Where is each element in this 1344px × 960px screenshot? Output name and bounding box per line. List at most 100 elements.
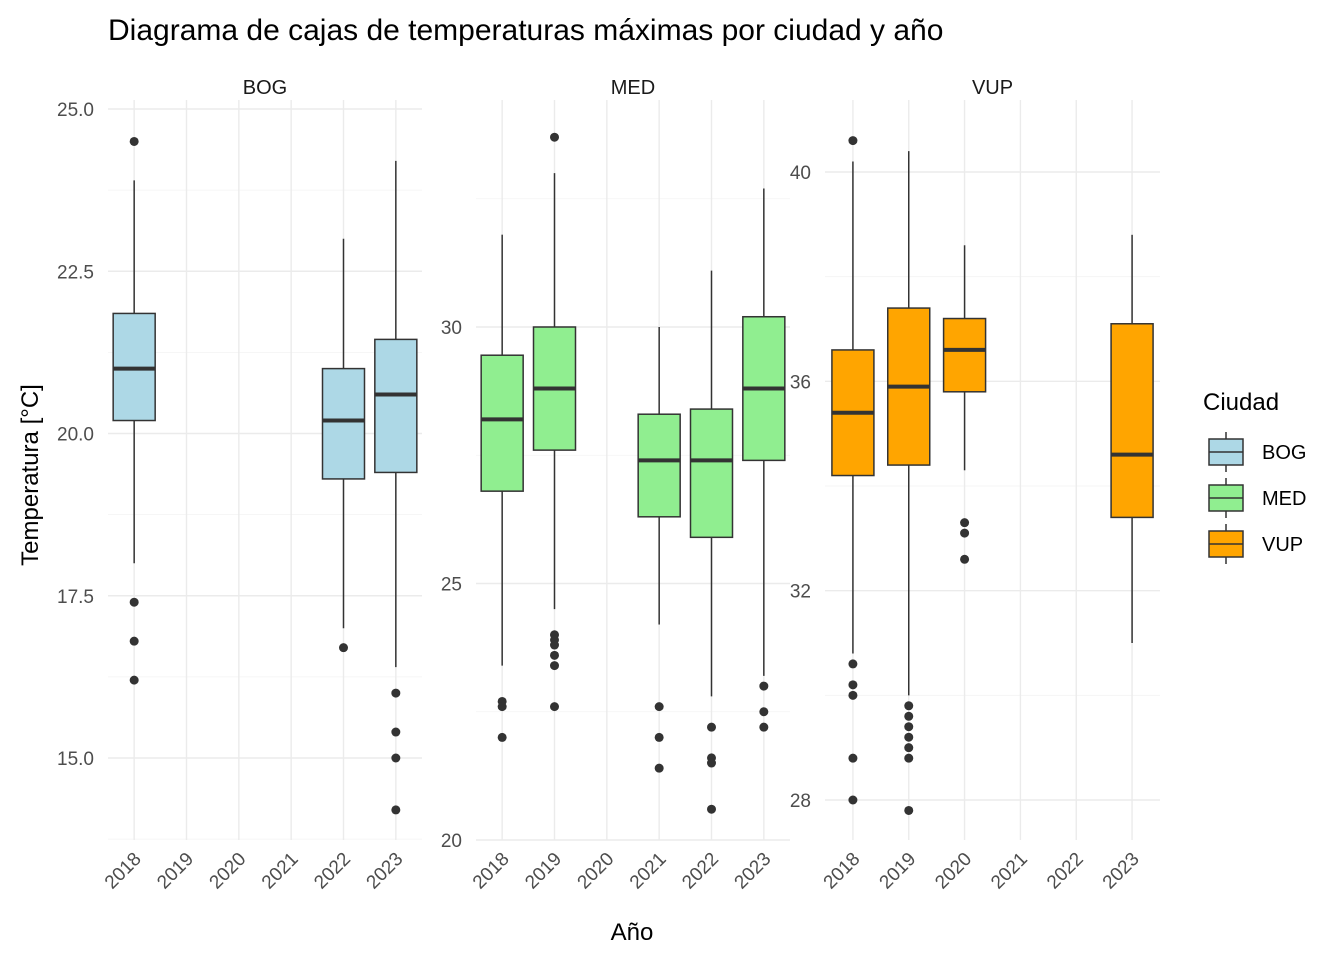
box-bog-2022 [321, 238, 366, 653]
iqr-box [689, 408, 734, 539]
x-tick-label: 2022 [1043, 849, 1088, 894]
outlier-point [904, 701, 914, 711]
outlier-point [848, 795, 858, 805]
x-tick-label: 2021 [626, 849, 671, 894]
outlier-point [904, 743, 914, 753]
legend-label: MED [1262, 488, 1306, 510]
y-tick-label: 28 [790, 791, 811, 812]
box-vup-2020 [942, 245, 987, 564]
box-vup-2018 [831, 136, 875, 805]
outlier-point [550, 650, 559, 660]
box-bog-2018 [112, 136, 156, 685]
legend-item-bog: BOG [1208, 432, 1306, 472]
x-tick-label: 2018 [469, 849, 514, 894]
iqr-box [637, 413, 681, 518]
y-tick-label: 40 [790, 163, 811, 184]
outlier-point [550, 661, 559, 671]
outlier-point [339, 643, 348, 653]
outlier-point [960, 528, 970, 538]
outlier-point [848, 680, 858, 690]
outlier-point [707, 758, 716, 768]
y-tick-label: 20.0 [57, 425, 94, 446]
outlier-point [960, 518, 970, 528]
box-med-2019 [532, 132, 577, 712]
outlier-point [904, 732, 914, 742]
x-tick-label: 2023 [363, 849, 408, 894]
outlier-point [654, 732, 664, 742]
outlier-point [904, 753, 914, 763]
outlier-point [848, 659, 858, 669]
box-vup-2023 [1110, 234, 1154, 643]
x-tick-label: 2018 [820, 849, 865, 894]
y-tick-label: 22.5 [57, 262, 94, 283]
outlier-point [129, 636, 139, 646]
x-tick-label: 2019 [521, 849, 566, 894]
x-tick-label: 2018 [101, 849, 146, 894]
outlier-point [759, 681, 769, 691]
iqr-box [321, 367, 366, 480]
facet-label-vup: VUP [972, 77, 1013, 99]
outlier-point [550, 702, 559, 712]
box-vup-2019 [887, 151, 931, 815]
box-med-2023 [742, 188, 786, 732]
facet-vup: VUP 28 32 36 40 2018 2019 2020 2021 2022 2023 [790, 77, 1160, 893]
outlier-point [129, 675, 139, 685]
y-tick-label: 32 [790, 582, 811, 603]
outlier-point [904, 805, 914, 815]
outlier-point [759, 707, 769, 717]
x-tick-label: 2022 [310, 849, 355, 894]
legend-label: VUP [1262, 534, 1303, 556]
legend-item-vup: VUP [1208, 524, 1303, 564]
x-tick-label: 2020 [206, 849, 251, 894]
facet-label-bog: BOG [243, 77, 287, 99]
x-tick-label: 2021 [258, 849, 303, 894]
outlier-point [391, 688, 401, 698]
outlier-point [497, 732, 507, 742]
y-tick-label: 15.0 [57, 749, 94, 770]
facet-med: MED 20 25 30 2018 2019 2020 2021 2022 2023 [441, 77, 790, 893]
outlier-point [707, 804, 716, 814]
outlier-point [759, 722, 769, 732]
legend: Ciudad BOG MED VUP [1203, 389, 1306, 564]
y-tick-label: 30 [441, 318, 462, 339]
outlier-point [848, 136, 858, 146]
outlier-point [497, 702, 507, 712]
legend-item-med: MED [1208, 478, 1306, 518]
outlier-point [848, 690, 858, 700]
y-tick-label: 25.0 [57, 100, 94, 121]
y-axis-title: Temperatura [°C] [17, 384, 44, 566]
x-tick-label: 2023 [1099, 849, 1144, 894]
outlier-point [391, 753, 401, 763]
x-tick-label: 2022 [678, 849, 723, 894]
outlier-point [654, 702, 664, 712]
outlier-point [904, 722, 914, 732]
iqr-box [1110, 323, 1154, 519]
outlier-point [550, 132, 559, 142]
outlier-point [707, 722, 716, 732]
outlier-point [129, 136, 139, 146]
x-tick-label: 2020 [931, 849, 976, 894]
iqr-box [480, 354, 524, 492]
x-tick-label: 2020 [574, 849, 619, 894]
box-med-2018 [480, 234, 524, 742]
y-tick-label: 17.5 [57, 587, 94, 608]
x-axis-title: Año [611, 919, 654, 946]
outlier-point [654, 763, 664, 773]
y-tick-label: 36 [790, 372, 811, 393]
y-tick-label: 25 [441, 575, 462, 596]
iqr-box [942, 317, 987, 393]
legend-title: Ciudad [1203, 389, 1279, 416]
outlier-point [904, 711, 914, 721]
facet-label-med: MED [611, 77, 655, 99]
x-tick-label: 2019 [876, 849, 921, 894]
outlier-point [550, 640, 559, 650]
box-bog-2023 [374, 160, 418, 815]
outlier-point [391, 805, 401, 815]
x-tick-label: 2021 [987, 849, 1032, 894]
outlier-point [960, 554, 970, 564]
x-tick-label: 2023 [731, 849, 776, 894]
outlier-point [848, 753, 858, 763]
